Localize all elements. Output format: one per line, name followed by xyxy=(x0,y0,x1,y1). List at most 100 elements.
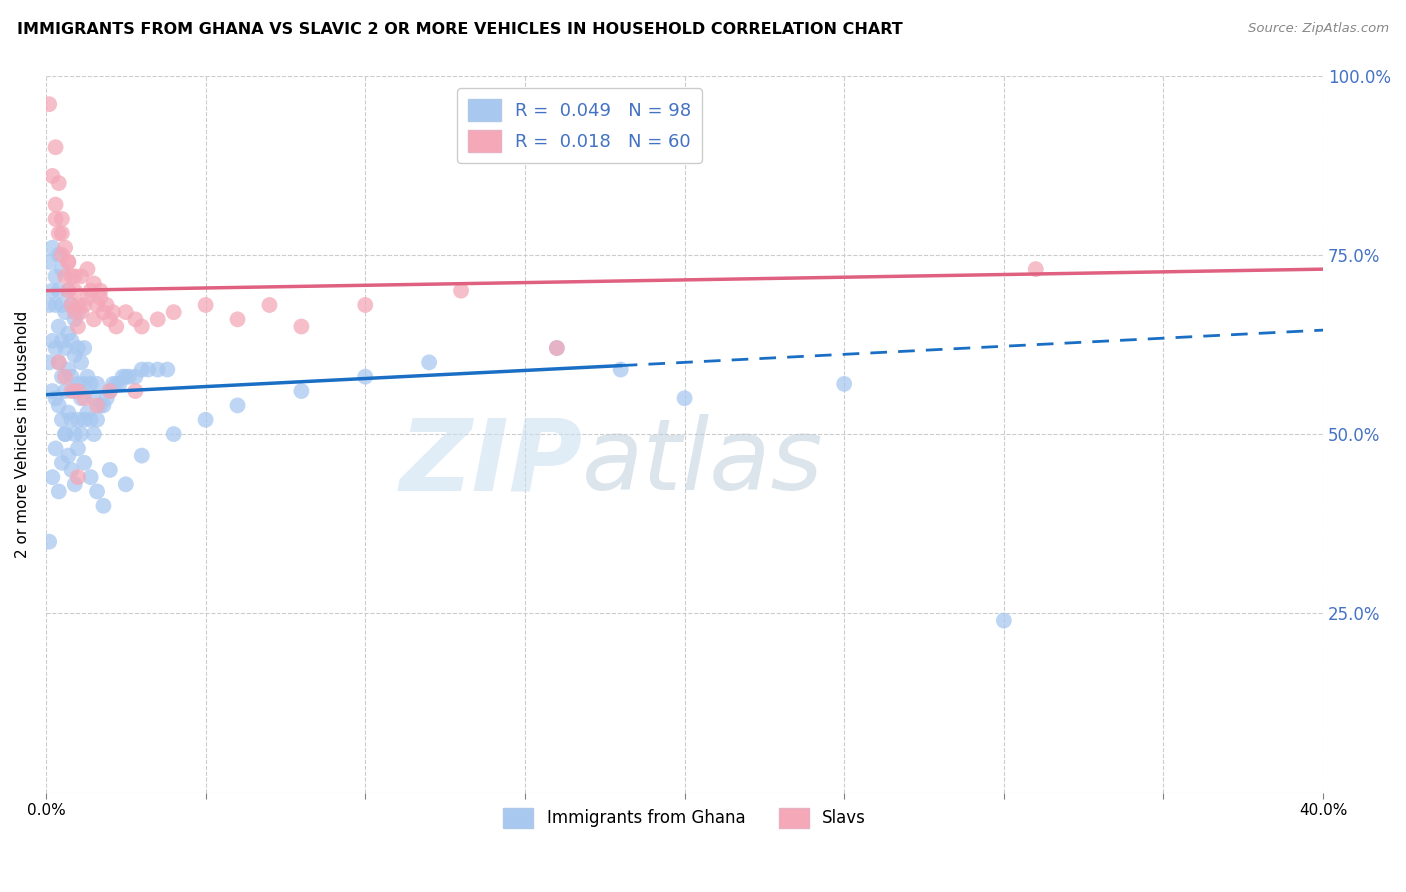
Point xyxy=(76,369,98,384)
Point xyxy=(163,427,186,442)
Point xyxy=(609,362,631,376)
Point xyxy=(45,197,67,211)
Point xyxy=(79,376,101,391)
Point xyxy=(73,391,96,405)
Point xyxy=(98,384,121,398)
Point xyxy=(38,298,60,312)
Point xyxy=(66,442,89,456)
Point xyxy=(38,355,60,369)
Point xyxy=(60,463,83,477)
Point xyxy=(73,341,96,355)
Point xyxy=(98,463,121,477)
Point xyxy=(79,284,101,298)
Point xyxy=(93,499,115,513)
Point xyxy=(38,534,60,549)
Point xyxy=(70,355,93,369)
Point xyxy=(89,398,111,412)
Point xyxy=(41,334,63,348)
Point xyxy=(45,140,67,154)
Point xyxy=(101,305,124,319)
Point xyxy=(63,284,86,298)
Point xyxy=(63,384,86,398)
Point xyxy=(58,362,80,376)
Y-axis label: 2 or more Vehicles in Household: 2 or more Vehicles in Household xyxy=(15,310,30,558)
Point xyxy=(83,391,105,405)
Point xyxy=(63,477,86,491)
Point xyxy=(70,427,93,442)
Point xyxy=(114,305,136,319)
Point xyxy=(194,298,217,312)
Point xyxy=(76,262,98,277)
Point xyxy=(51,211,73,226)
Point xyxy=(290,384,312,398)
Point xyxy=(53,384,76,398)
Point xyxy=(45,391,67,405)
Point xyxy=(48,176,70,190)
Point xyxy=(45,298,67,312)
Point xyxy=(51,262,73,277)
Point xyxy=(124,369,146,384)
Point xyxy=(53,341,76,355)
Point xyxy=(118,369,141,384)
Point xyxy=(146,362,169,376)
Point xyxy=(45,211,67,226)
Point xyxy=(48,227,70,241)
Point xyxy=(73,376,96,391)
Point xyxy=(114,477,136,491)
Point xyxy=(41,284,63,298)
Point xyxy=(76,406,98,420)
Point xyxy=(60,413,83,427)
Point xyxy=(38,255,60,269)
Point xyxy=(66,413,89,427)
Point xyxy=(63,269,86,284)
Point xyxy=(76,291,98,305)
Point xyxy=(226,398,249,412)
Point xyxy=(60,384,83,398)
Point xyxy=(58,284,80,298)
Point xyxy=(63,312,86,326)
Point xyxy=(51,248,73,262)
Point xyxy=(546,341,568,355)
Point xyxy=(290,319,312,334)
Point xyxy=(146,312,169,326)
Point xyxy=(48,484,70,499)
Point xyxy=(354,298,377,312)
Point xyxy=(259,298,281,312)
Point xyxy=(58,326,80,341)
Point xyxy=(63,348,86,362)
Point xyxy=(136,362,159,376)
Point xyxy=(93,398,115,412)
Point xyxy=(156,362,179,376)
Point xyxy=(38,97,60,112)
Point xyxy=(63,305,86,319)
Point xyxy=(51,334,73,348)
Point xyxy=(89,291,111,305)
Point xyxy=(108,376,131,391)
Point xyxy=(131,449,153,463)
Point xyxy=(226,312,249,326)
Point xyxy=(53,427,76,442)
Point xyxy=(96,298,118,312)
Point xyxy=(66,305,89,319)
Point xyxy=(79,413,101,427)
Point xyxy=(66,319,89,334)
Point xyxy=(673,391,696,405)
Point xyxy=(58,284,80,298)
Point xyxy=(41,241,63,255)
Point xyxy=(58,255,80,269)
Point xyxy=(48,355,70,369)
Point xyxy=(60,269,83,284)
Point xyxy=(66,384,89,398)
Point xyxy=(66,298,89,312)
Point xyxy=(48,248,70,262)
Point xyxy=(163,305,186,319)
Point xyxy=(86,398,108,412)
Point xyxy=(450,284,472,298)
Point xyxy=(83,427,105,442)
Point xyxy=(48,355,70,369)
Point xyxy=(86,413,108,427)
Text: Source: ZipAtlas.com: Source: ZipAtlas.com xyxy=(1249,22,1389,36)
Point xyxy=(86,298,108,312)
Point xyxy=(48,284,70,298)
Point xyxy=(73,298,96,312)
